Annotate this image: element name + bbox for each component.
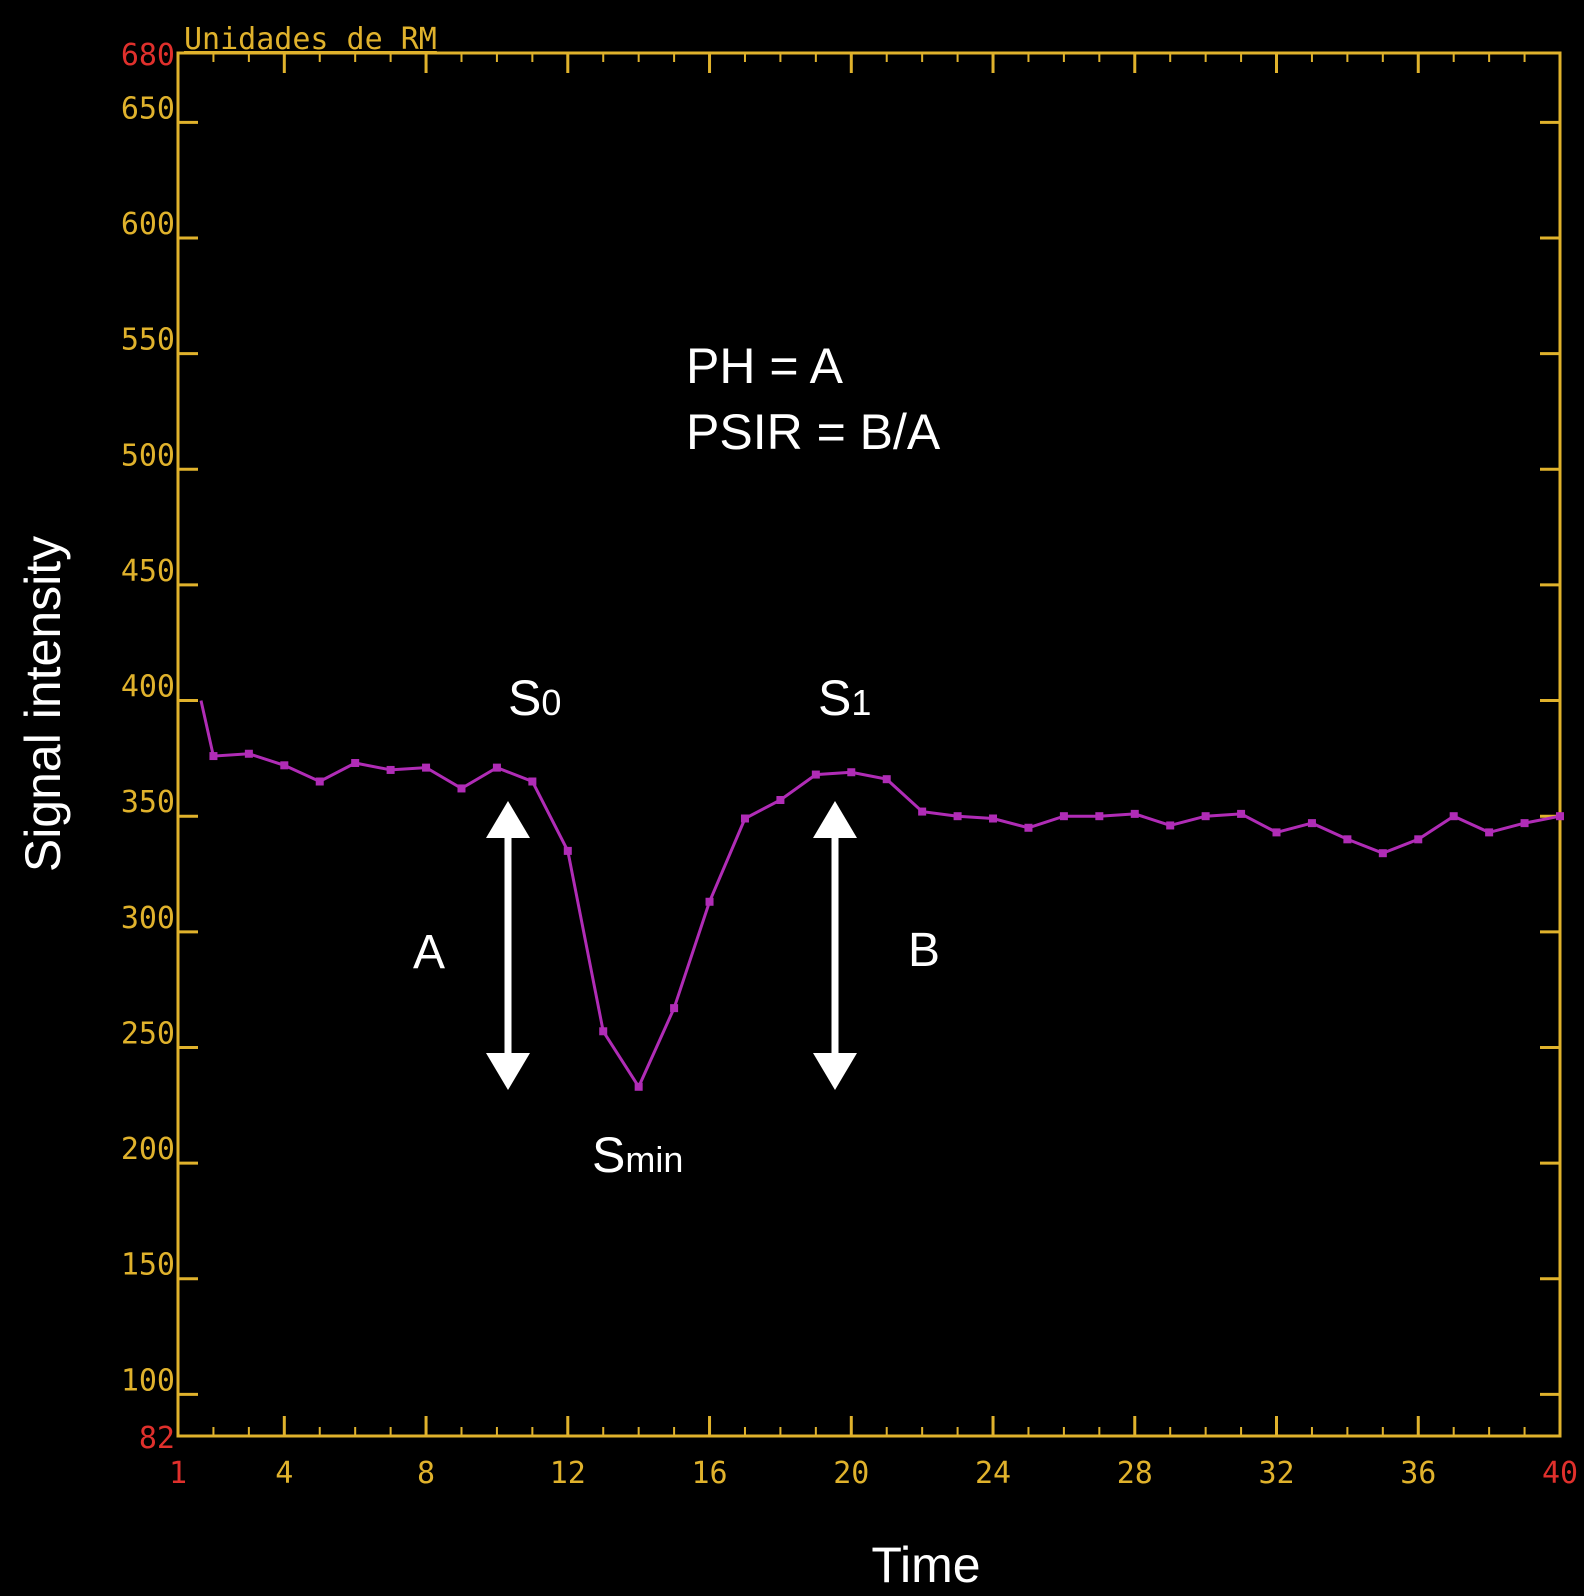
x-tick-label: 16 [691, 1456, 727, 1491]
x-tick-label: 28 [1117, 1456, 1153, 1491]
data-point [1378, 849, 1387, 858]
data-point [882, 775, 891, 784]
y-tick-label: 200 [121, 1132, 175, 1167]
data-point [244, 749, 253, 758]
y-tick-label: 300 [121, 901, 175, 936]
data-point [209, 752, 218, 761]
y-tick-label: 350 [121, 785, 175, 820]
data-point [563, 846, 572, 855]
data-point [492, 763, 501, 772]
y-tick-label: 550 [121, 323, 175, 358]
data-point [1059, 812, 1068, 821]
data-point [740, 814, 749, 823]
units-label: Unidades de RM [184, 22, 437, 57]
data-point [599, 1027, 608, 1036]
data-point [1095, 812, 1104, 821]
data-point [634, 1082, 643, 1091]
x-tick-label: 12 [550, 1456, 586, 1491]
s1-label: S1 [818, 670, 871, 726]
y-tick-label: 500 [121, 438, 175, 473]
data-point [1485, 828, 1494, 837]
series-points [209, 749, 1564, 1091]
data-point [989, 814, 998, 823]
data-point [1343, 835, 1352, 844]
data-point [1024, 823, 1033, 832]
y-tick-label: 250 [121, 1016, 175, 1051]
data-point [847, 768, 856, 777]
arrow-a-label: A [413, 926, 445, 979]
x-limit-tick-label: 1 [169, 1456, 187, 1491]
x-tick-label: 36 [1400, 1456, 1436, 1491]
arrow-a [486, 801, 530, 1090]
x-limit-tick-label: 40 [1542, 1456, 1578, 1491]
data-point [280, 761, 289, 770]
x-tick-label: 32 [1258, 1456, 1294, 1491]
data-point [315, 777, 324, 786]
y-limit-tick-label: 82 [139, 1421, 175, 1456]
data-point [1556, 812, 1564, 821]
x-tick-label: 24 [975, 1456, 1011, 1491]
y-tick-label: 100 [121, 1363, 175, 1398]
smin-label: Smin [592, 1127, 683, 1183]
data-point [1166, 821, 1175, 830]
data-point [1520, 819, 1529, 828]
data-point [422, 763, 431, 772]
data-point [1449, 812, 1458, 821]
formula-psir: PSIR = B/A [686, 404, 941, 460]
data-point [1272, 828, 1281, 837]
data-point [351, 759, 360, 768]
data-point [1307, 819, 1316, 828]
data-point [670, 1004, 679, 1013]
y-axis-ticks [178, 120, 1560, 1396]
data-point [811, 770, 820, 779]
y-axis-title: Signal intensity [15, 536, 71, 872]
x-axis-title: Time [871, 1537, 980, 1593]
y-tick-label: 400 [121, 670, 175, 705]
x-tick-label: 4 [275, 1456, 293, 1491]
y-axis-tick-labels: 100 150 200 250 300 350 400 450 500 550 600 650 82 68… [121, 38, 175, 1456]
data-point [705, 897, 714, 906]
s0-label: S0 [508, 670, 561, 726]
y-tick-label: 450 [121, 554, 175, 589]
data-point [528, 777, 537, 786]
arrow-b-label: B [908, 924, 940, 977]
data-point [953, 812, 962, 821]
data-point [1237, 809, 1246, 818]
data-point [457, 784, 466, 793]
y-tick-label: 650 [121, 91, 175, 126]
x-tick-label: 20 [833, 1456, 869, 1491]
data-point [1414, 835, 1423, 844]
formula-ph: PH = A [686, 338, 844, 394]
arrow-b [813, 801, 857, 1090]
y-limit-tick-label: 680 [121, 38, 175, 73]
series-line [199, 700, 1561, 1090]
x-axis-ticks [177, 53, 1561, 1436]
data-point [1130, 809, 1139, 818]
data-point [918, 807, 927, 816]
data-point [1201, 812, 1210, 821]
data-point [386, 765, 395, 774]
y-tick-label: 600 [121, 207, 175, 242]
data-point [776, 796, 785, 805]
y-tick-label: 150 [121, 1248, 175, 1283]
x-tick-label: 8 [417, 1456, 435, 1491]
plot-frame [176, 51, 1562, 1438]
x-axis-tick-labels: 4 8 12 16 20 24 28 32 36 1 40 [169, 1456, 1578, 1491]
